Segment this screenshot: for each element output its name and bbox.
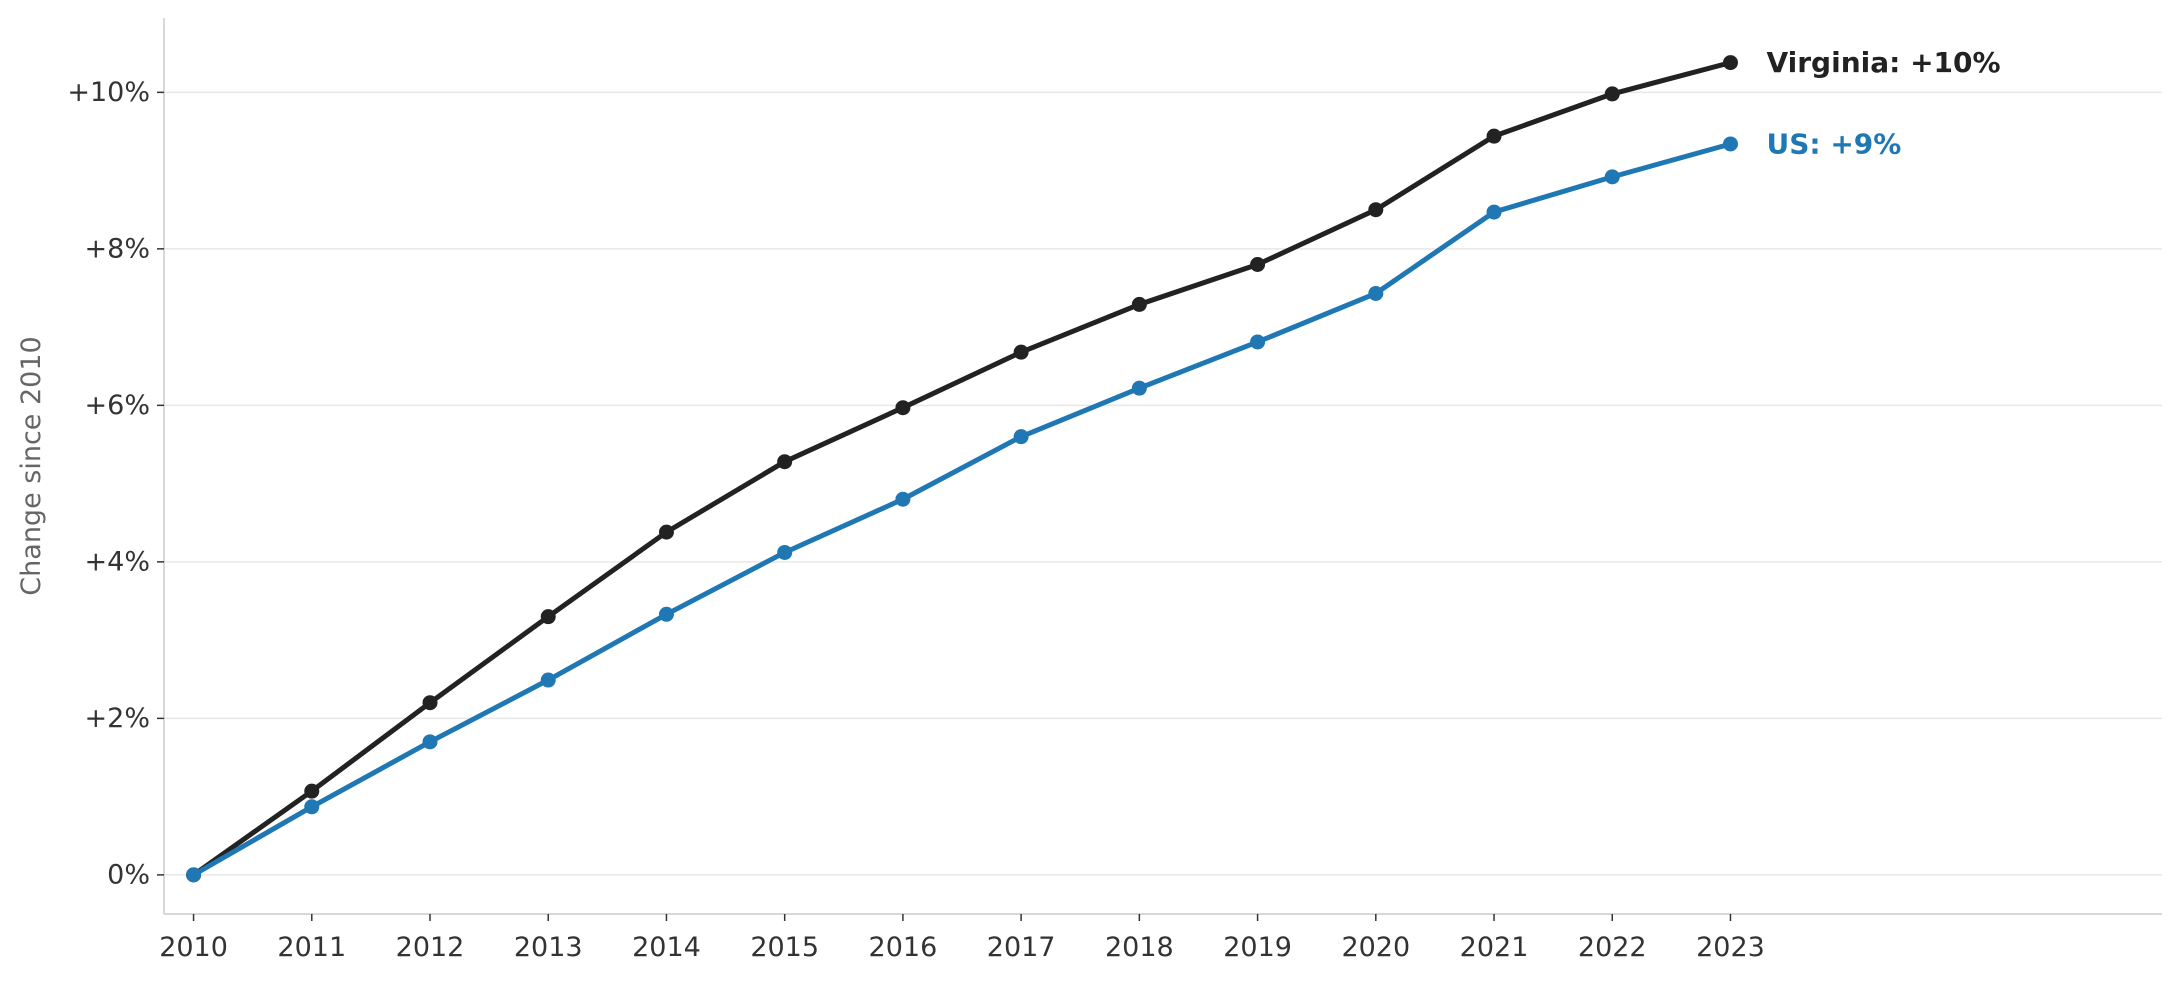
virginia-point-2017 <box>1013 344 1029 360</box>
us-line <box>191 141 1733 878</box>
y-tick-label-3: +6% <box>85 390 150 421</box>
us-point-2015 <box>777 544 793 560</box>
x-tick-label-13: 2023 <box>1696 932 1765 963</box>
us-point-2019 <box>1250 334 1266 350</box>
us-point-2011 <box>304 799 320 815</box>
x-tick-label-9: 2019 <box>1223 932 1292 963</box>
us-point-2014 <box>658 606 674 622</box>
us-end-label: US: +9% <box>1766 127 1901 160</box>
x-tick-label-4: 2014 <box>632 932 701 963</box>
virginia-point-2020 <box>1368 202 1384 218</box>
virginia-point-2016 <box>895 400 911 416</box>
x-axis-ticks: 2010 2011 2012 2013 2014 2015 2016 2017 2018 2019… <box>159 914 1765 963</box>
x-tick-label-2: 2012 <box>396 932 465 963</box>
us-point-2012 <box>422 734 438 750</box>
us-point-2017 <box>1013 429 1029 445</box>
y-tick-label-5: +10% <box>67 77 150 108</box>
y-tick-label-2: +4% <box>85 546 150 577</box>
virginia-point-2011 <box>304 783 320 799</box>
x-tick-label-7: 2017 <box>987 932 1056 963</box>
virginia-line <box>191 60 1733 878</box>
virginia-point-2021 <box>1486 128 1502 144</box>
y-tick-label-4: +8% <box>85 233 150 264</box>
series-us: US: +9% <box>186 127 1901 883</box>
x-tick-label-6: 2016 <box>869 932 938 963</box>
us-point-2013 <box>540 672 556 688</box>
virginia-point-2013 <box>540 609 556 625</box>
y-axis-ticks: 0% +2% +4% +6% +8% +10% <box>67 77 164 890</box>
us-point-2022 <box>1604 169 1620 185</box>
axes <box>163 18 2162 915</box>
virginia-point-2014 <box>658 524 674 540</box>
x-tick-label-8: 2018 <box>1105 932 1174 963</box>
x-tick-label-0: 2010 <box>159 932 228 963</box>
y-tick-label-0: 0% <box>107 859 150 890</box>
us-point-2023 <box>1722 136 1738 152</box>
us-point-2020 <box>1368 285 1384 301</box>
x-tick-label-5: 2015 <box>750 932 819 963</box>
y-tick-label-1: +2% <box>85 703 150 734</box>
x-tick-label-1: 2011 <box>277 932 346 963</box>
us-point-2010 <box>186 867 202 883</box>
us-point-2021 <box>1486 204 1502 220</box>
virginia-point-2019 <box>1250 256 1266 272</box>
us-point-2018 <box>1131 380 1147 396</box>
virginia-point-2018 <box>1131 296 1147 312</box>
gridlines <box>164 91 2162 876</box>
x-tick-label-10: 2020 <box>1341 932 1410 963</box>
virginia-point-2015 <box>777 454 793 470</box>
us-point-2016 <box>895 491 911 507</box>
series-virginia: Virginia: +10% <box>186 46 2001 883</box>
series: Virginia: +10% US: +9% <box>186 46 2001 883</box>
virginia-point-2012 <box>422 695 438 711</box>
virginia-point-2023 <box>1722 55 1738 71</box>
x-tick-label-3: 2013 <box>514 932 583 963</box>
virginia-end-label: Virginia: +10% <box>1766 46 2000 79</box>
x-tick-label-11: 2021 <box>1460 932 1529 963</box>
y-axis-title: Change since 2010 <box>16 336 47 595</box>
x-tick-label-12: 2022 <box>1578 932 1647 963</box>
virginia-point-2022 <box>1604 86 1620 102</box>
